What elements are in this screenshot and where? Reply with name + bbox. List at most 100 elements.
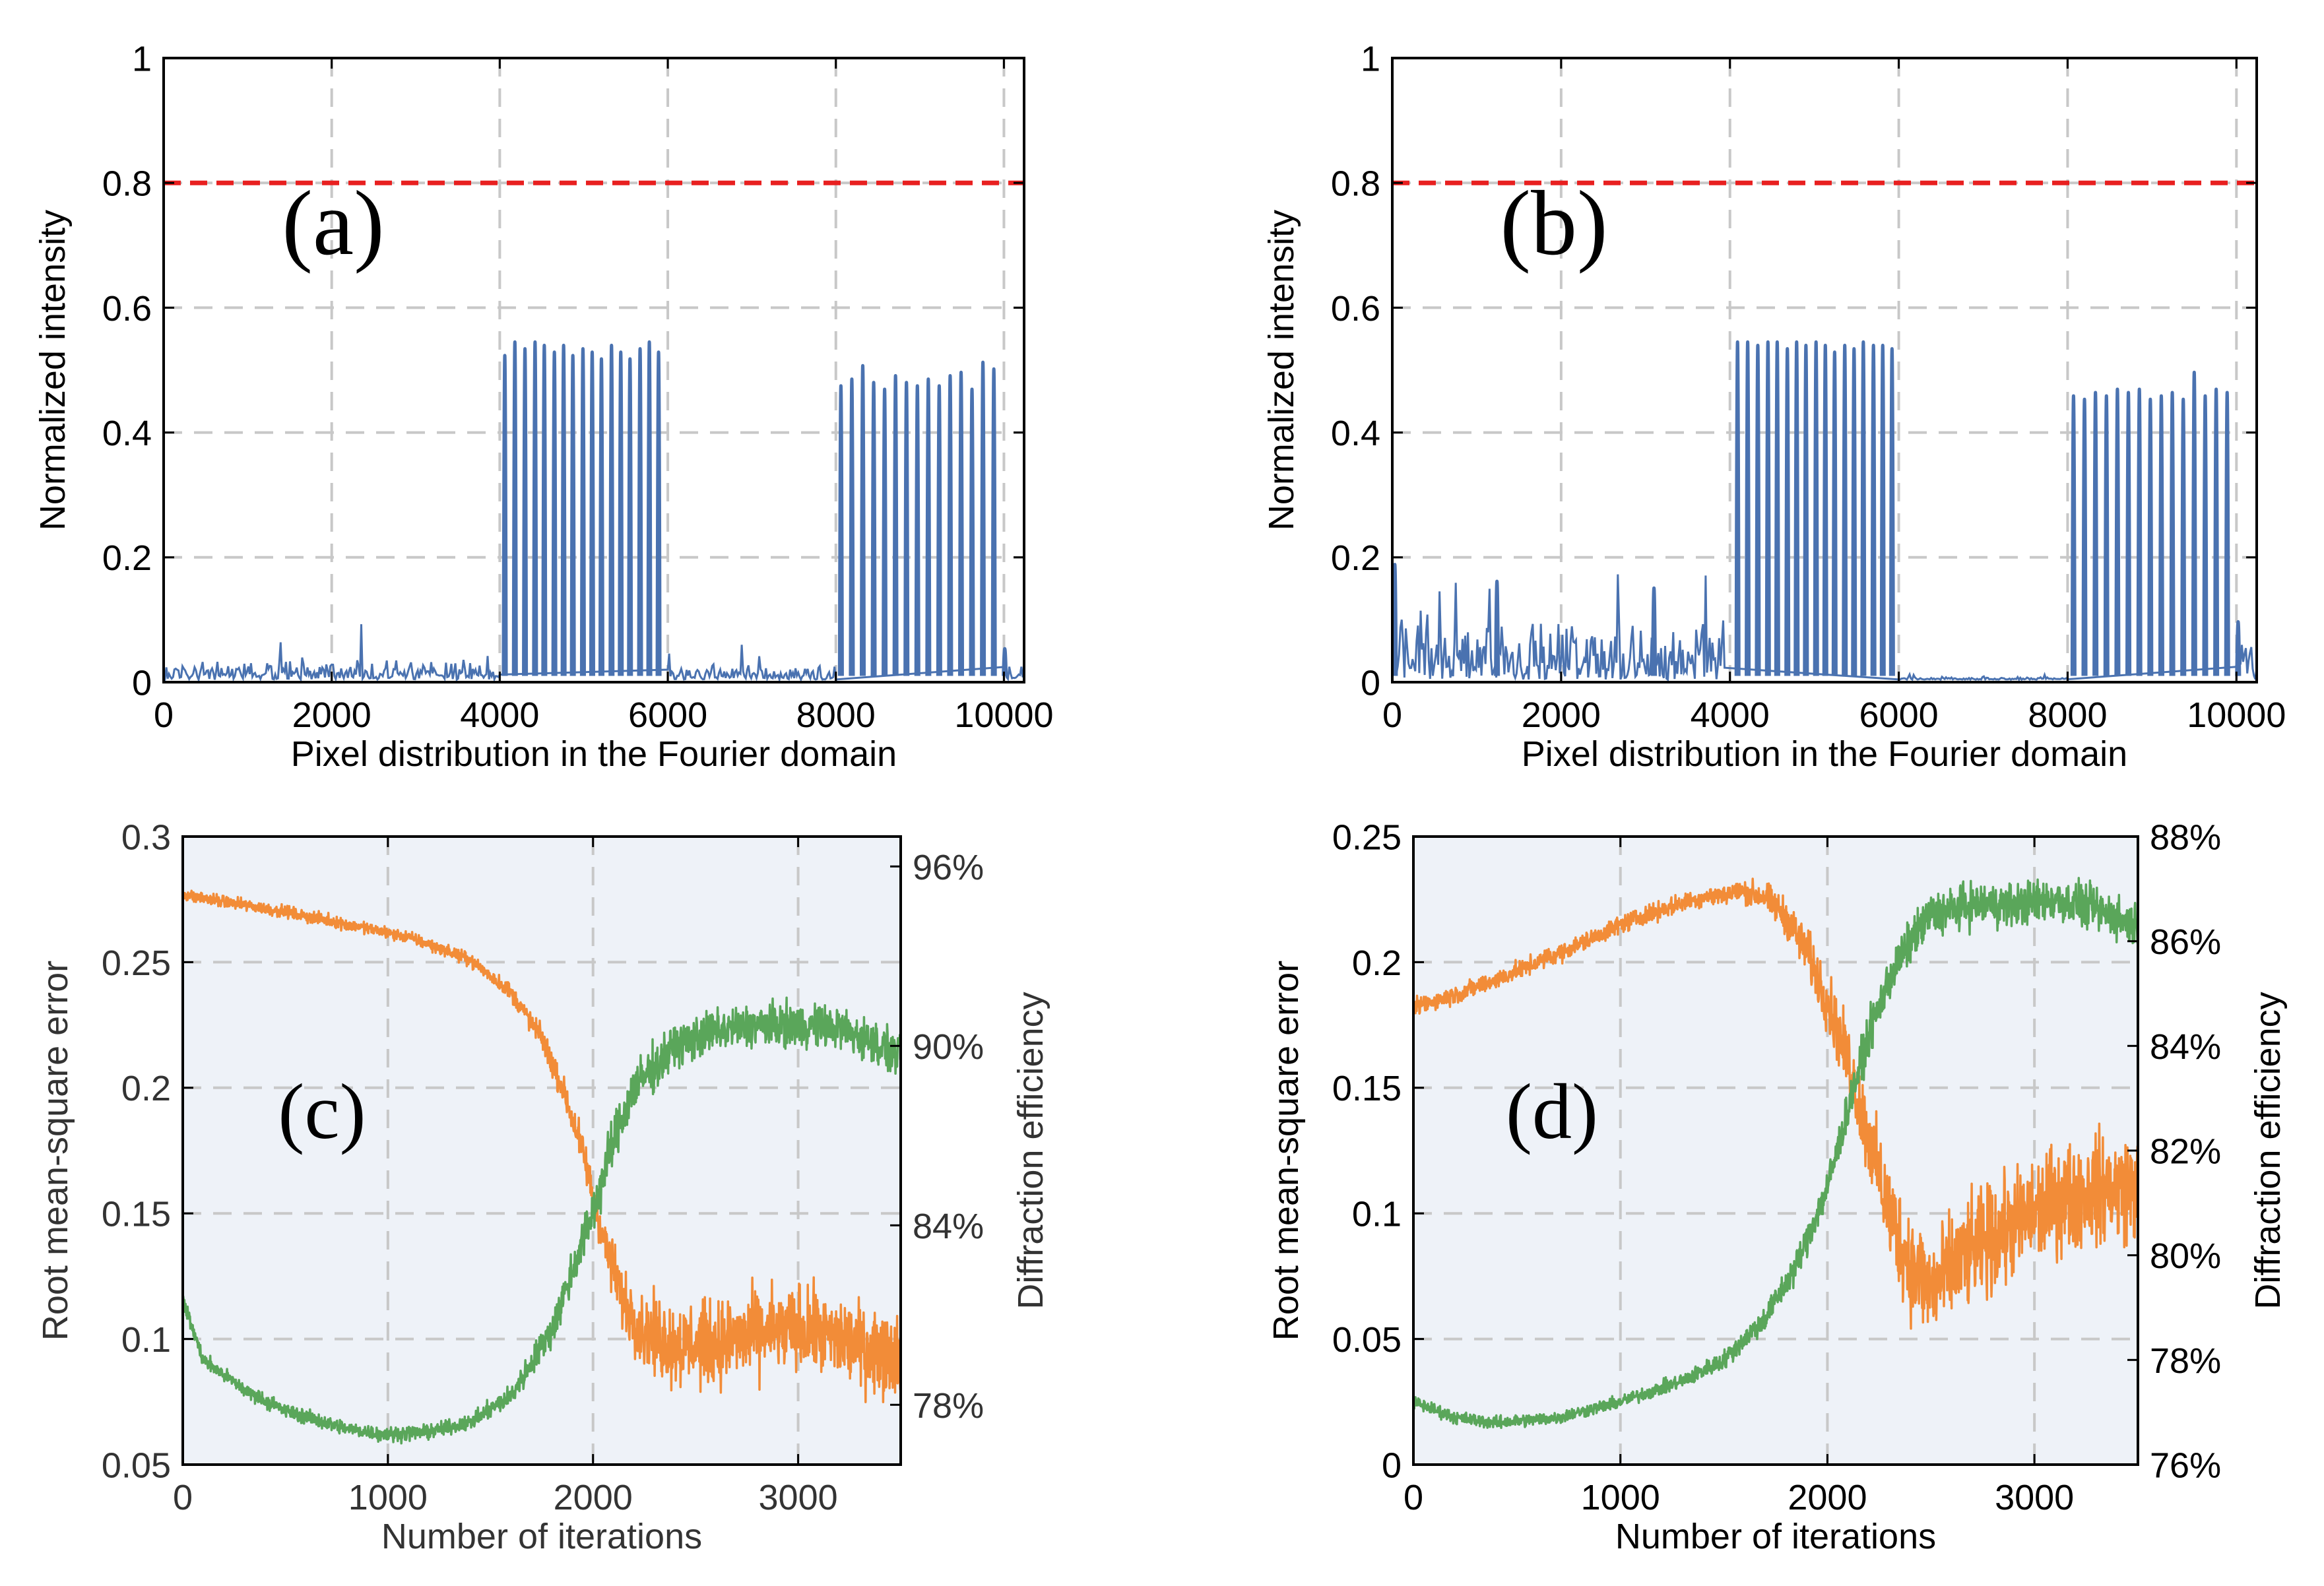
y-tick-label: 1 <box>1361 39 1380 79</box>
plot-layer-a <box>163 180 1025 683</box>
rmse-line <box>1412 877 2139 1330</box>
y2-tick-label: 76% <box>2150 1445 2221 1485</box>
intensity-peak <box>1392 563 1398 676</box>
intensity-peak <box>532 340 538 676</box>
intensity-peak <box>1813 340 1819 676</box>
y-tick-label: 0.05 <box>102 1445 171 1485</box>
intensity-peak <box>936 384 942 676</box>
intensity-peak <box>925 377 932 676</box>
grid-c <box>183 837 901 1465</box>
y2-tick-labels-d: 76% 78% 80% 82% 84% 86% 88% <box>2127 817 2221 1485</box>
y-tick-label: 0.8 <box>1331 164 1380 204</box>
intensity-peak <box>1793 340 1800 676</box>
diffraction-efficiency-line <box>181 996 902 1445</box>
x-tick-label: 0 <box>1382 695 1402 735</box>
y-tick-label: 0.4 <box>1331 414 1380 453</box>
x-tick-label: 2000 <box>292 695 371 735</box>
y-tick-label: 1 <box>132 39 152 79</box>
y2-tick-label: 82% <box>2150 1131 2221 1171</box>
intensity-peak <box>1774 340 1780 676</box>
x-tick-label: 6000 <box>628 695 707 735</box>
intensity-peak <box>522 347 529 676</box>
intensity-peak <box>957 370 965 676</box>
intensity-peak <box>1888 347 1895 676</box>
intensity-peak <box>969 387 975 676</box>
intensity-peak <box>541 344 548 676</box>
y-tick-labels-d: 0 0.05 0.1 0.15 0.2 0.25 <box>1332 817 1424 1485</box>
y-tick-label: 0 <box>132 663 152 703</box>
intensity-peak <box>1831 350 1838 676</box>
y-tick-label: 0.2 <box>1352 943 1402 983</box>
y2-tick-label: 86% <box>2150 922 2221 962</box>
y-tick-label: 0.1 <box>1352 1195 1402 1234</box>
y-tick-label: 0.25 <box>1332 817 1402 857</box>
intensity-peak <box>1745 340 1751 676</box>
x-tick-label: 0 <box>1404 1478 1423 1517</box>
intensity-peak <box>870 381 877 676</box>
intensity-peak <box>1822 344 1828 676</box>
intensity-peak <box>1879 344 1886 676</box>
y-axis-label-c: Root mean-square error <box>36 961 75 1341</box>
x-axis-label-b: Pixel distribution in the Fourier domain <box>1522 734 2127 774</box>
intensity-peak <box>1002 647 1008 676</box>
panel-label-d: (d) <box>1506 1067 1598 1155</box>
y-tick-label: 0.6 <box>1331 289 1380 329</box>
intensity-peak <box>598 357 604 676</box>
y-tick-label: 0.25 <box>102 943 171 983</box>
intensity-peak <box>618 350 624 676</box>
panel-b: 0 2000 4000 6000 8000 10000 0 0.2 0.4 0.6 0.8 1 Pi… <box>1262 39 2286 773</box>
x-tick-labels-b: 0 2000 4000 6000 8000 10000 <box>1382 58 2286 735</box>
intensity-peak <box>2169 391 2176 676</box>
intensity-peak <box>990 367 997 676</box>
y2-tick-label: 78% <box>2150 1341 2221 1381</box>
y-tick-label: 0 <box>1382 1445 1402 1485</box>
noise-trace <box>163 624 1025 683</box>
y-tick-label: 0.3 <box>121 817 171 857</box>
x-tick-label: 4000 <box>1691 695 1770 735</box>
plot-frame-a <box>162 57 1025 683</box>
intensity-peak <box>589 350 595 676</box>
intensity-peak <box>1494 579 1501 676</box>
intensity-peak <box>1764 340 1771 676</box>
y2-tick-label: 88% <box>2150 817 2221 857</box>
y-tick-label: 0.05 <box>1332 1320 1402 1360</box>
intensity-peak <box>980 360 986 676</box>
intensity-peak <box>2235 620 2242 676</box>
intensity-peak <box>882 387 888 676</box>
intensity-peak <box>579 347 586 676</box>
y2-tick-labels-c: 78% 84% 90% 96% <box>890 848 984 1426</box>
x-tick-labels-c: 0 1000 2000 3000 <box>173 837 838 1517</box>
intensity-peak <box>637 347 643 676</box>
intensity-peak <box>892 374 899 676</box>
intensity-peak <box>859 364 866 676</box>
y2-tick-label: 96% <box>913 848 984 887</box>
intensity-peak <box>2125 391 2132 676</box>
intensity-peak <box>551 350 558 676</box>
intensity-peak <box>2158 394 2164 676</box>
x-tick-label: 10000 <box>954 695 1053 735</box>
x-tick-label: 2000 <box>1788 1478 1867 1517</box>
intensity-peak <box>646 340 653 676</box>
y-tick-label: 0.1 <box>121 1320 171 1360</box>
intensity-peak <box>2202 394 2209 676</box>
y-axis-label-d: Root mean-square error <box>1266 961 1306 1341</box>
intensity-peak <box>1851 347 1857 676</box>
intensity-peak <box>608 344 615 676</box>
intensity-peak <box>511 340 518 676</box>
plot-background-d <box>1413 837 2138 1465</box>
y2-tick-label: 80% <box>2150 1236 2221 1276</box>
panel-label-b: (b) <box>1500 172 1607 274</box>
x-tick-label: 2000 <box>554 1478 633 1517</box>
y-tick-label: 0.15 <box>102 1195 171 1234</box>
y-tick-labels-a: 0 0.2 0.4 0.6 0.8 1 <box>102 39 1024 703</box>
intensity-peak <box>569 354 576 676</box>
plot-background-c <box>183 837 901 1465</box>
intensity-peak <box>2070 394 2077 676</box>
y-tick-label: 0.15 <box>1332 1069 1402 1108</box>
intensity-peak <box>2081 397 2088 676</box>
intensity-peak <box>2103 394 2110 676</box>
intensity-peak <box>655 350 662 676</box>
y-tick-label: 0.2 <box>121 1069 171 1108</box>
y-tick-label: 0.4 <box>102 414 152 453</box>
y-tick-label: 0.2 <box>1331 538 1380 578</box>
